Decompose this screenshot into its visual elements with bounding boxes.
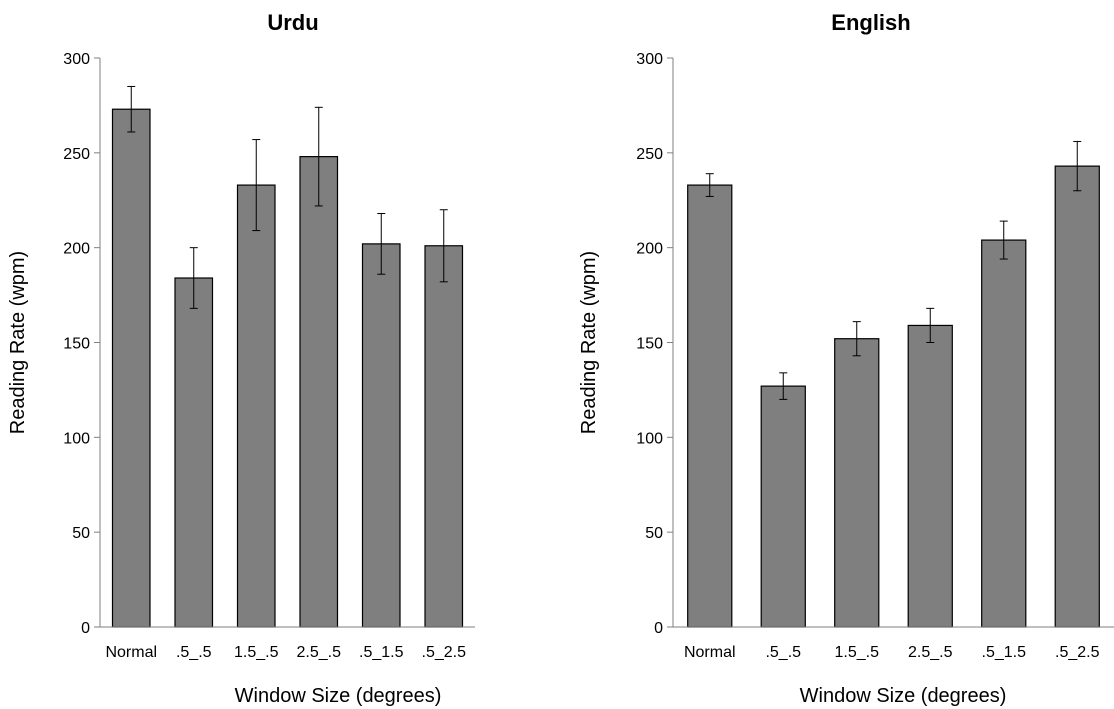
y-tick-label: 250 <box>636 146 663 163</box>
y-tick-label: 200 <box>63 241 90 258</box>
chart-title: English <box>831 10 910 35</box>
y-axis-label: Reading Rate (wpm) <box>578 251 600 434</box>
y-tick-label: 300 <box>63 51 90 68</box>
bar <box>361 243 401 628</box>
bar <box>111 108 151 628</box>
x-tick-label: .5_1.5 <box>359 644 404 661</box>
y-tick-label: 0 <box>654 620 663 637</box>
y-tick-label: 50 <box>645 525 663 542</box>
y-tick-label: 0 <box>81 620 90 637</box>
y-tick-label: 100 <box>636 430 663 447</box>
y-tick-label: 250 <box>63 146 90 163</box>
y-tick-label: 150 <box>63 336 90 353</box>
x-tick-label: 2.5_.5 <box>297 644 342 661</box>
y-axis-label: Reading Rate (wpm) <box>7 251 29 434</box>
y-tick-label: 200 <box>636 241 663 258</box>
x-tick-label: Normal <box>105 644 157 661</box>
x-axis-label: Window Size (degrees) <box>800 685 1007 707</box>
bar <box>907 324 953 628</box>
x-tick-label: .5_2.5 <box>1055 644 1100 661</box>
x-tick-label: 1.5_.5 <box>234 644 279 661</box>
chart-title: Urdu <box>267 10 318 35</box>
x-tick-label: 2.5_.5 <box>908 644 953 661</box>
y-tick-label: 150 <box>636 336 663 353</box>
y-tick-label: 300 <box>636 51 663 68</box>
bar <box>424 245 464 628</box>
bar <box>760 385 806 628</box>
x-tick-label: .5_.5 <box>176 644 212 661</box>
bar <box>1054 165 1100 628</box>
x-axis-label: Window Size (degrees) <box>235 685 442 707</box>
y-tick-label: 100 <box>63 430 90 447</box>
x-tick-label: .5_2.5 <box>422 644 467 661</box>
bar <box>687 184 733 628</box>
bar <box>174 277 214 628</box>
bar <box>834 338 880 628</box>
bar <box>236 184 276 628</box>
bar <box>299 156 339 628</box>
y-tick-label: 50 <box>72 525 90 542</box>
x-tick-label: .5_1.5 <box>982 644 1027 661</box>
x-tick-label: Normal <box>684 644 736 661</box>
x-tick-label: .5_.5 <box>765 644 801 661</box>
bar <box>981 239 1027 628</box>
x-tick-label: 1.5_.5 <box>835 644 880 661</box>
